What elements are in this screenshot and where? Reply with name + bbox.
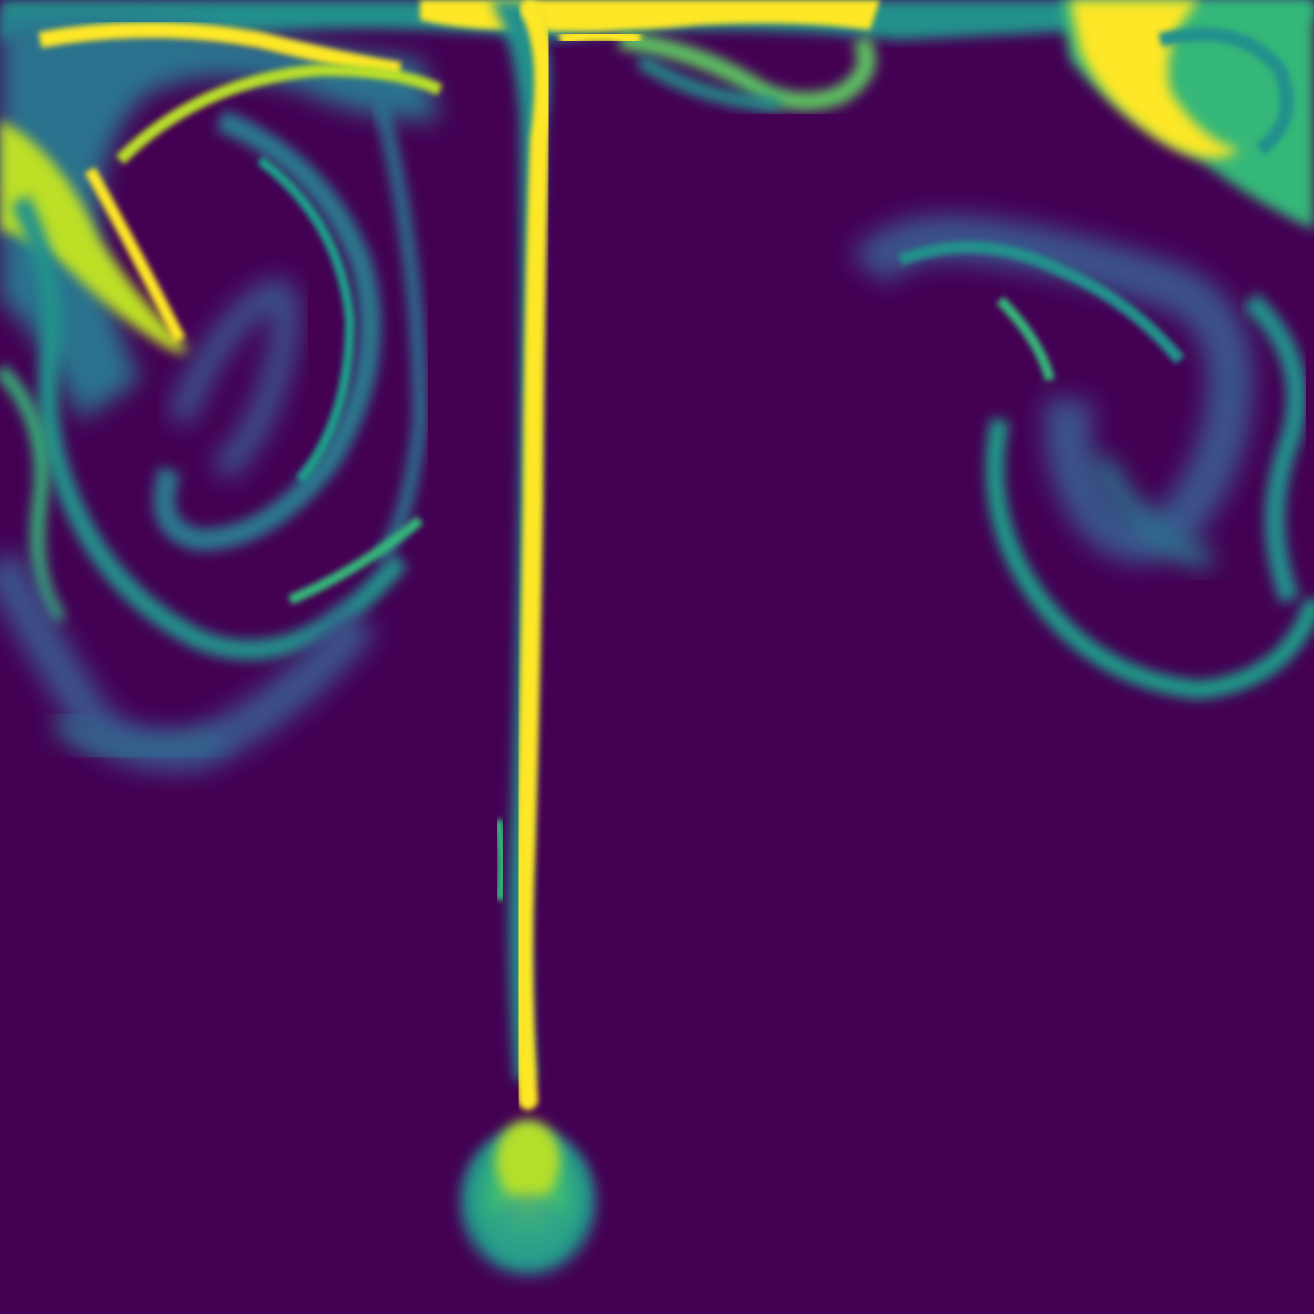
central-plume-stem xyxy=(490,0,642,1110)
plume-head xyxy=(458,1120,598,1283)
top-left-swirl xyxy=(0,16,443,772)
top-right-swirl xyxy=(851,0,1314,700)
